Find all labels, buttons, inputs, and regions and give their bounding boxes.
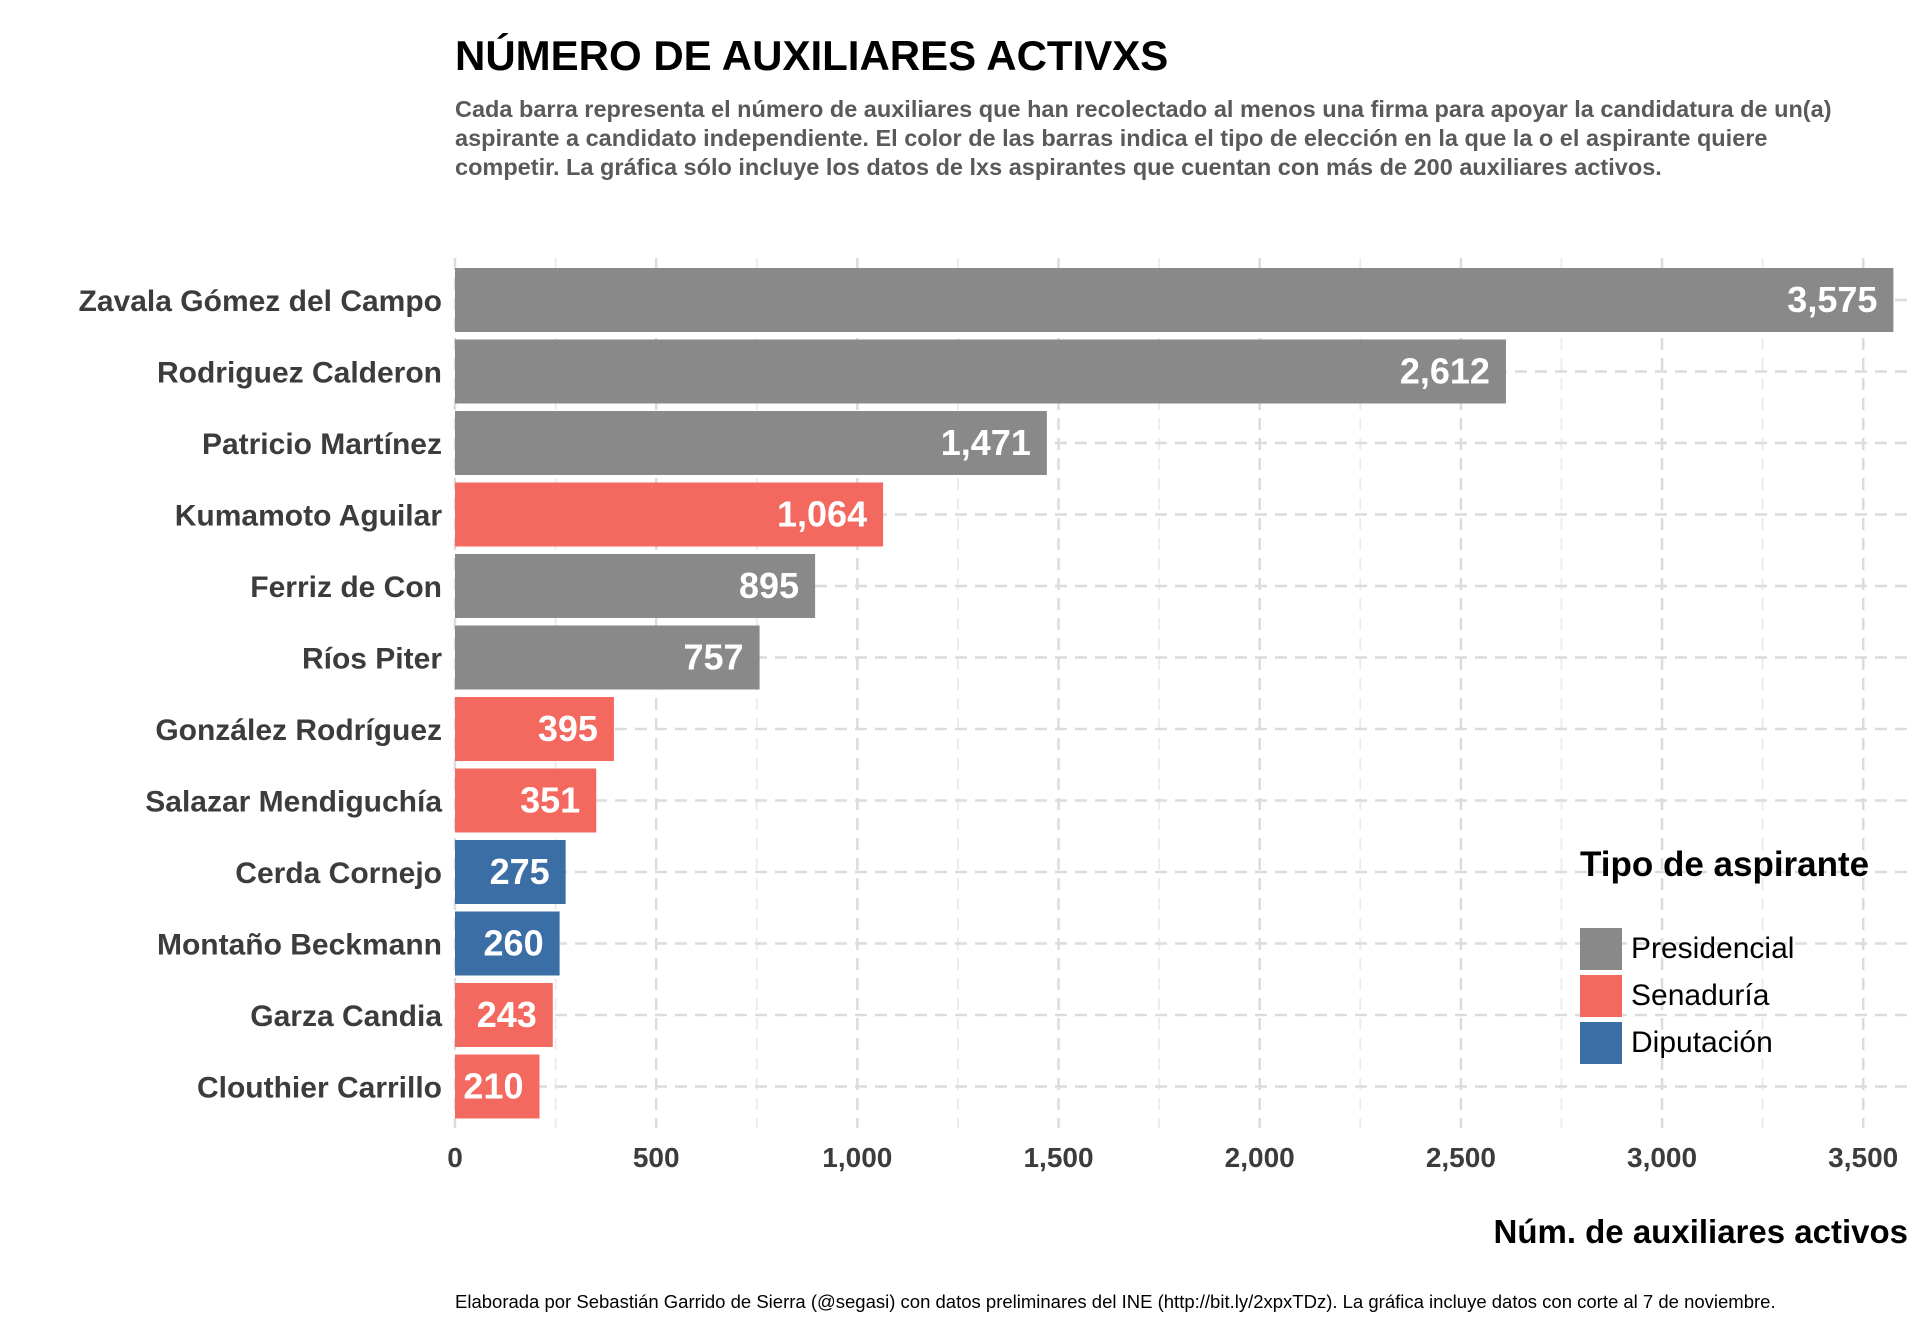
category-label: Garza Candia bbox=[250, 1000, 442, 1033]
legend-item-senaduria: Senaduría bbox=[1580, 972, 1910, 1019]
legend-swatch-senaduria bbox=[1580, 974, 1622, 1017]
bar bbox=[455, 554, 816, 618]
x-tick-label: 500 bbox=[633, 1142, 680, 1173]
legend-title: Tipo de aspirante bbox=[1580, 845, 1870, 884]
bar bbox=[455, 840, 566, 904]
bar bbox=[455, 768, 597, 833]
bar bbox=[455, 697, 614, 761]
bar-value-label: 1,471 bbox=[941, 422, 1031, 463]
bar bbox=[455, 911, 560, 976]
category-labels: Zavala Gómez del Campo Rodriguez Calderon… bbox=[79, 285, 443, 1105]
bar bbox=[455, 268, 1894, 332]
x-tick-label: 3,500 bbox=[1828, 1142, 1898, 1173]
x-tick-label: 1,500 bbox=[1023, 1142, 1093, 1173]
bar-value-label: 260 bbox=[484, 923, 544, 964]
chart-title: NÚMERO DE AUXILIARES ACTIVXS bbox=[455, 32, 1169, 79]
category-label: Kumamoto Aguilar bbox=[175, 500, 443, 533]
category-label: Ríos Piter bbox=[302, 643, 442, 676]
bar bbox=[455, 339, 1506, 404]
caption: Elaborada por Sebastián Garrido de Sierr… bbox=[455, 1291, 1776, 1312]
category-label: Clouthier Carrillo bbox=[197, 1072, 442, 1105]
bars bbox=[455, 268, 1894, 1119]
bar bbox=[455, 1054, 540, 1119]
x-tick-labels: 0 500 1,000 1,500 2,000 2,500 3,000 3,500 bbox=[447, 1142, 1898, 1173]
category-label: Cerda Cornejo bbox=[235, 857, 442, 890]
bar-value-label: 351 bbox=[520, 780, 580, 821]
legend-item-diputacion: Diputación bbox=[1580, 1019, 1910, 1066]
legend-label-diputacion: Diputación bbox=[1631, 1025, 1773, 1059]
bar bbox=[455, 411, 1047, 475]
category-label: Rodriguez Calderon bbox=[157, 357, 442, 390]
legend-label-presidencial: Presidencial bbox=[1631, 931, 1795, 965]
bar-value-label: 3,575 bbox=[1787, 279, 1877, 320]
bar-value-label: 243 bbox=[477, 994, 537, 1035]
bar-value-label: 2,612 bbox=[1400, 351, 1490, 392]
legend-swatch-diputacion bbox=[1580, 1021, 1622, 1064]
category-label: Patricio Martínez bbox=[202, 428, 442, 461]
legend-item-presidencial: Presidencial bbox=[1580, 925, 1910, 972]
bar-value-label: 1,064 bbox=[777, 494, 867, 535]
category-label: Montaño Beckmann bbox=[157, 929, 442, 962]
legend-label-senaduria: Senaduría bbox=[1631, 978, 1770, 1012]
bar-value-label: 757 bbox=[684, 637, 744, 678]
value-labels: 3,575 2,612 1,471 1,064 895 757 395 351 275 260 24… bbox=[463, 279, 1877, 1107]
category-label: Ferriz de Con bbox=[250, 571, 442, 604]
bar bbox=[455, 482, 884, 547]
bar-value-label: 210 bbox=[463, 1066, 523, 1107]
legend: Tipo de aspirante Presidencial Senaduría… bbox=[1580, 845, 1910, 1066]
legend-swatch-presidencial bbox=[1580, 927, 1622, 970]
x-tick-label: 2,500 bbox=[1426, 1142, 1496, 1173]
category-label: Salazar Mendiguchía bbox=[145, 786, 442, 819]
bar-value-label: 895 bbox=[739, 565, 799, 606]
bar-value-label: 395 bbox=[538, 708, 598, 749]
x-tick-label: 3,000 bbox=[1627, 1142, 1697, 1173]
bar bbox=[455, 983, 553, 1047]
bar bbox=[455, 625, 760, 690]
category-label: González Rodríguez bbox=[155, 714, 442, 747]
bar-value-label: 275 bbox=[490, 851, 550, 892]
x-tick-label: 0 bbox=[447, 1142, 463, 1173]
category-label: Zavala Gómez del Campo bbox=[79, 285, 442, 318]
chart-subtitle: Cada barra representa el número de auxil… bbox=[455, 96, 1832, 180]
x-tick-label: 1,000 bbox=[822, 1142, 892, 1173]
x-tick-label: 2,000 bbox=[1225, 1142, 1295, 1173]
x-axis-title: Núm. de auxiliares activos bbox=[1493, 1213, 1908, 1250]
